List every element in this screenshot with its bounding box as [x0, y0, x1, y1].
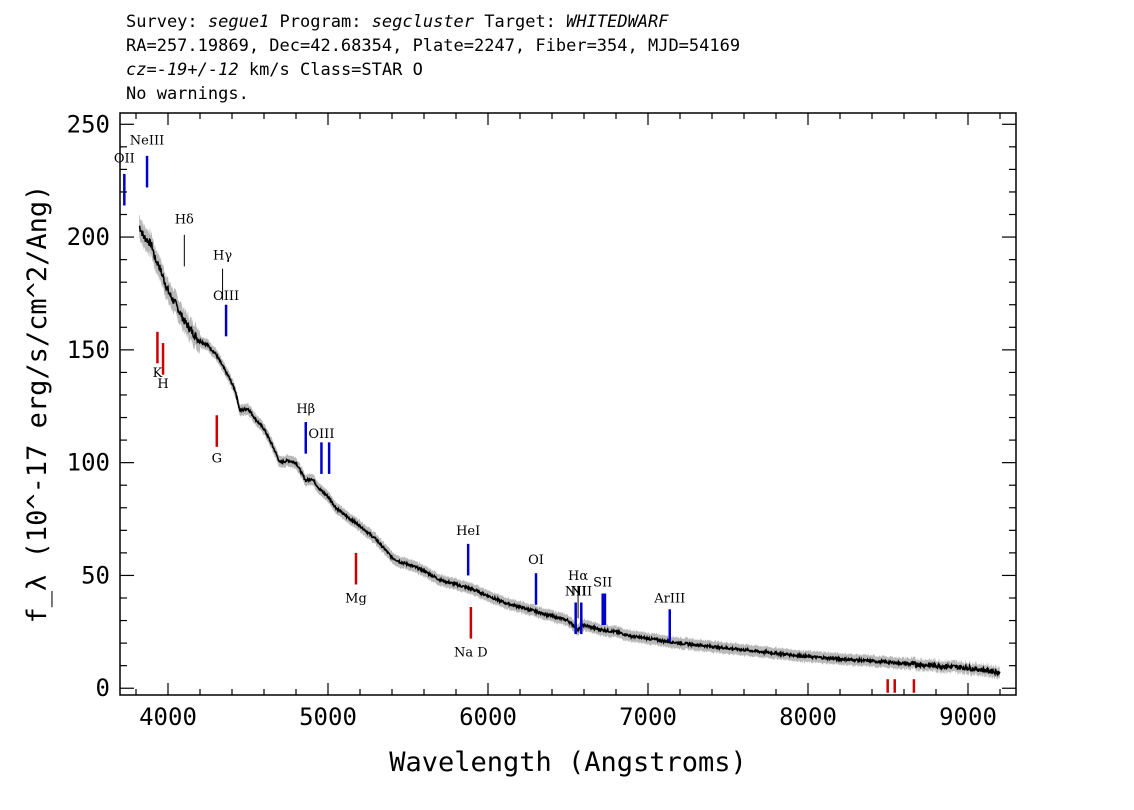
cz-class: km/s Class=STAR O — [238, 60, 423, 80]
x-tick-label: 9000 — [939, 703, 997, 731]
x-tick-label: 7000 — [619, 703, 677, 731]
y-tick-label: 250 — [67, 110, 110, 138]
axes-layer: 4000 5000 6000 7000 8000 9000 0 50 100 150 200 250 — [67, 110, 1017, 731]
line-label: Na D — [454, 646, 488, 661]
target-value: WHITEDWARF — [566, 12, 669, 32]
y-axis-title: f_λ (10^-17 erg/s/cm^2/Ang) — [22, 185, 53, 624]
y-tick-label: 150 — [67, 336, 110, 364]
program-value: segcluster — [371, 12, 475, 32]
survey-value: segue1 — [207, 12, 270, 32]
line-label: Hβ — [296, 402, 315, 417]
line-label: OIII — [213, 289, 239, 304]
y-tick-label: 200 — [67, 223, 110, 251]
error-band-layer — [139, 214, 1000, 681]
line-label: OIII — [308, 427, 334, 442]
spectrum-layer — [138, 225, 1001, 677]
y-tick-label: 50 — [81, 561, 110, 589]
emission-line-markers: OII NeIII Hδ Hγ OIII KH G Hβ OIII Mg HeI Na D OI NIIH… — [114, 134, 916, 693]
y-tick-label: 100 — [67, 449, 110, 477]
line-label: K — [153, 366, 163, 381]
line-label: G — [212, 452, 222, 467]
line-label: SII — [593, 576, 612, 591]
line-label: ArIII — [653, 592, 685, 607]
error-band — [139, 214, 1000, 681]
warnings-line: No warnings. — [126, 84, 249, 104]
line-label: Hγ — [213, 249, 232, 264]
spectrum-line — [138, 225, 1001, 677]
line-label: HeI — [456, 524, 480, 539]
line-label: NeIII — [130, 134, 164, 149]
line-label: Hδ — [175, 213, 194, 228]
spectrum-header: Survey: segue1 Program: segcluster Targe… — [126, 10, 740, 106]
line-label: NII — [565, 585, 587, 600]
x-tick-label: 8000 — [779, 703, 837, 731]
line-label: OII — [114, 152, 135, 167]
program-label: Program: — [269, 12, 372, 32]
x-tick-label: 6000 — [459, 703, 517, 731]
x-axis-title: Wavelength (Angstroms) — [389, 747, 747, 778]
plot-frame — [119, 112, 1017, 696]
coords-line: RA=257.19869, Dec=42.68354, Plate=2247, … — [126, 36, 741, 56]
target-label: Target: — [474, 12, 567, 32]
x-tick-label: 4000 — [139, 703, 197, 731]
line-label: Mg — [345, 592, 367, 607]
x-tick-label: 5000 — [299, 703, 357, 731]
survey-line: Survey: segue1 Program: segcluster Targe… — [126, 10, 740, 34]
y-tick-label: 0 — [96, 674, 110, 702]
cz-value: cz=-19+/-12 — [126, 60, 239, 80]
line-label: H — [157, 377, 168, 392]
line-label: Hα — [568, 569, 588, 584]
survey-label: Survey: — [126, 12, 208, 32]
cz-line: cz=-19+/-12 km/s Class=STAR O — [126, 58, 740, 82]
line-label: OI — [528, 553, 544, 568]
line-label: NII — [570, 585, 592, 600]
